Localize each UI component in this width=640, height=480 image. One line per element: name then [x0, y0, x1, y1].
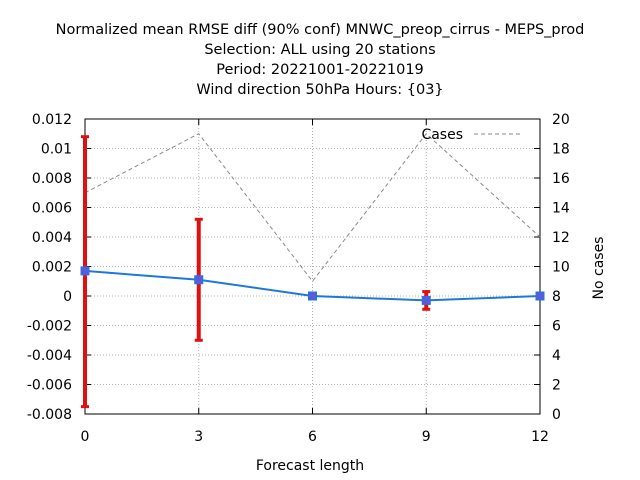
rmse-diff-series	[80, 266, 545, 305]
y-tick-label-1: -0.006	[27, 378, 72, 394]
y2-axis-label: No cases	[591, 237, 607, 300]
legend: Cases	[421, 127, 522, 143]
grid	[85, 119, 540, 414]
x-tick-label-0: 0	[81, 429, 90, 445]
y-tick-label-3: -0.002	[27, 319, 72, 335]
data-point-3	[421, 295, 431, 305]
data-point-4	[535, 291, 545, 301]
data-point-2	[308, 291, 317, 301]
y-axis: -0.008 -0.006 -0.004 -0.002 0 0.002 0.004 0.006…	[27, 112, 540, 423]
y2-tick-label-5: 10	[552, 260, 570, 276]
x-tick-label-1: 3	[194, 429, 203, 445]
y-tick-label-2: -0.004	[27, 348, 72, 364]
y-tick-label-0: -0.008	[27, 407, 72, 423]
x-tick-label-3: 9	[422, 429, 431, 445]
y2-tick-label-6: 12	[552, 230, 570, 246]
y2-tick-label-7: 14	[552, 201, 570, 217]
legend-label-cases: Cases	[421, 127, 463, 143]
y2-axis: 0 2 4 6 8 10 12 14 16 18 20	[534, 112, 570, 423]
y2-tick-label-4: 8	[552, 289, 561, 305]
x-tick-label-2: 6	[308, 429, 317, 445]
cases-series	[84, 133, 541, 283]
title-line-2: Period: 20221001-20221019	[216, 62, 424, 78]
y-tick-label-9: 0.01	[41, 142, 72, 158]
x-tick-label-4: 12	[531, 429, 549, 445]
chart-title: Normalized mean RMSE diff (90% conf) MNW…	[56, 22, 585, 98]
title-line-1: Selection: ALL using 20 stations	[204, 42, 435, 58]
x-axis: 0 3 6 9 12	[81, 119, 549, 445]
y2-tick-label-3: 6	[552, 319, 561, 335]
y2-tick-label-0: 0	[552, 407, 561, 423]
y2-tick-label-2: 4	[552, 348, 561, 364]
y2-tick-label-1: 2	[552, 378, 561, 394]
y2-tick-label-10: 20	[552, 112, 570, 128]
error-bars	[81, 135, 544, 409]
title-line-0: Normalized mean RMSE diff (90% conf) MNW…	[56, 22, 585, 38]
y-tick-label-7: 0.006	[32, 201, 72, 217]
y-tick-label-8: 0.008	[32, 171, 72, 187]
y-tick-label-6: 0.004	[32, 230, 72, 246]
data-point-1	[194, 275, 204, 285]
y2-tick-label-9: 18	[552, 142, 570, 158]
data-point-0	[80, 266, 90, 276]
y-tick-label-4: 0	[63, 289, 72, 305]
x-axis-label: Forecast length	[256, 458, 364, 474]
cases-line	[84, 133, 541, 283]
y-tick-label-10: 0.012	[32, 112, 72, 128]
y-tick-label-5: 0.002	[32, 260, 72, 276]
y2-tick-label-8: 16	[552, 171, 570, 187]
title-line-3: Wind direction 50hPa Hours: {03}	[196, 82, 443, 98]
